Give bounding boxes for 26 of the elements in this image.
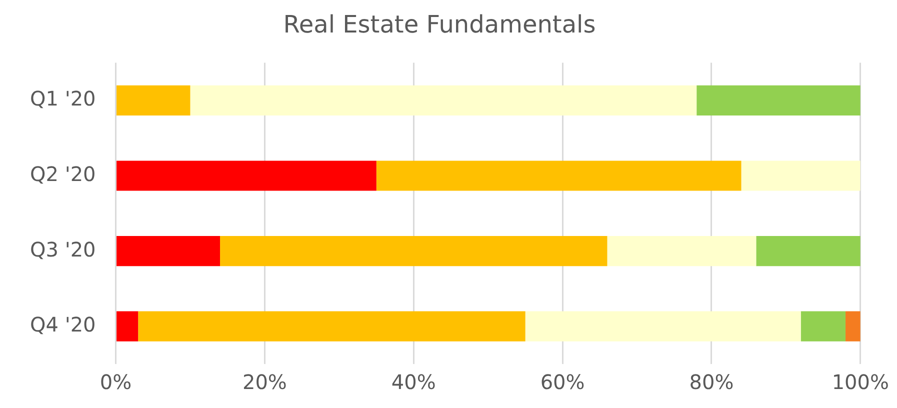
chart-title: Real Estate Fundamentals bbox=[283, 10, 596, 39]
bar bbox=[741, 160, 860, 191]
bar bbox=[220, 236, 608, 266]
bar bbox=[607, 236, 756, 266]
x-tick-label: 60% bbox=[540, 370, 585, 394]
x-tick-label: 0% bbox=[100, 370, 132, 394]
x-tick-label: 100% bbox=[832, 370, 890, 394]
bar bbox=[116, 160, 376, 191]
bar bbox=[116, 236, 220, 266]
x-tick-label: 80% bbox=[689, 370, 734, 394]
bar bbox=[696, 85, 860, 116]
bar bbox=[138, 311, 526, 342]
y-tick-label: Q1 '20 bbox=[30, 86, 96, 111]
bar bbox=[116, 85, 190, 116]
bar bbox=[800, 311, 846, 342]
bar bbox=[190, 85, 697, 116]
bar bbox=[525, 311, 801, 342]
bar bbox=[756, 236, 860, 266]
bar bbox=[846, 311, 860, 342]
y-tick-label: Q3 '20 bbox=[30, 237, 96, 262]
bar bbox=[116, 311, 138, 342]
bar bbox=[376, 160, 742, 191]
x-tick-label: 20% bbox=[242, 370, 287, 394]
y-tick-label: Q4 '20 bbox=[30, 312, 96, 337]
x-tick-label: 40% bbox=[391, 370, 436, 394]
y-tick-label: Q2 '20 bbox=[30, 162, 96, 186]
